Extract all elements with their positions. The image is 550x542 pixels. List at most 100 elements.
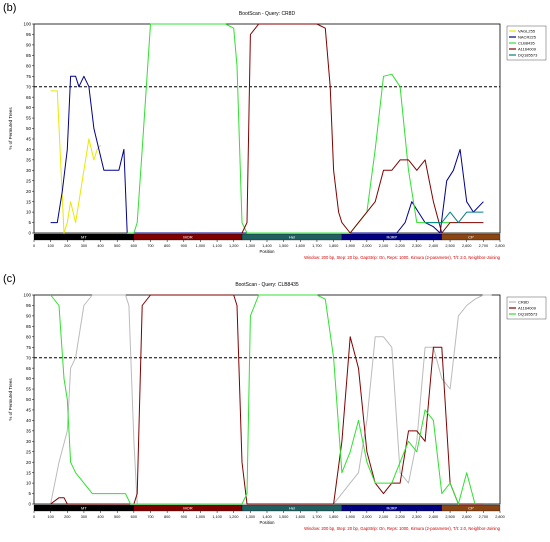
y-tick-label: 40 [26,147,32,152]
x-tick-label: 1,700 [312,515,322,519]
x-tick-label: 2,700 [479,515,489,519]
x-axis-label: Position [260,249,276,254]
x-tick-label: 2,300 [412,515,422,519]
series-line-a1164009 [241,23,484,234]
x-tick-label: 2,700 [479,244,489,248]
x-tick-label: 300 [81,244,87,248]
genome-segment-label: MOR [183,235,192,240]
panel-letter: (b) [3,2,17,14]
legend-label: DQ185573 [518,312,538,317]
x-tick-label: 1,900 [345,244,355,248]
y-tick-label: 0 [28,231,31,236]
y-tick-label: 80 [26,334,32,339]
y-tick-label: 60 [26,376,32,381]
x-tick-label: 0 [33,515,35,519]
x-tick-label: 300 [81,515,87,519]
x-tick-label: 2,100 [379,244,389,248]
x-tick-label: 100 [47,515,53,519]
genome-segment-label: RdRP [386,235,397,240]
y-tick-label: 5 [28,220,31,225]
series-line-cr8d [50,294,492,505]
y-tick-label: 30 [26,168,32,173]
y-tick-label: 100 [23,22,31,27]
y-tick-label: 70 [26,84,32,89]
panel-letter: (c) [3,273,16,285]
x-tick-label: 2,400 [429,244,439,248]
y-tick-label: 95 [26,303,32,308]
x-tick-label: 400 [97,515,103,519]
x-tick-label: 1,400 [262,515,272,519]
y-tick-label: 20 [26,460,32,465]
legend-label: VAGL255 [518,29,536,34]
y-tick-label: 90 [26,43,32,48]
y-tick-label: 95 [26,32,32,37]
y-tick-label: 70 [26,355,32,360]
x-tick-label: 1,600 [296,244,306,248]
series-line-nacr225 [50,75,484,234]
y-tick-label: 0 [28,502,31,507]
x-tick-label: 1,200 [229,244,239,248]
y-tick-label: 35 [26,157,32,162]
series-line-dq185573 [425,211,484,224]
x-tick-label: 2,200 [395,244,405,248]
legend-label: CLB8435 [518,41,535,46]
bootscan-chart-b: BootScan - Query: CR8D 0 5 10 15 20 25 30 35 40 45… [8,11,547,260]
y-tick-label: 60 [26,105,32,110]
x-tick-label: 1,500 [279,515,289,519]
y-tick-label: 10 [26,210,32,215]
x-tick-label: 1,500 [279,244,289,248]
y-tick-label: 25 [26,178,32,183]
y-tick-label: 5 [28,491,31,496]
x-tick-label: 100 [47,244,53,248]
panel-c: (c) BootScan - Query: CLB8435 0 5 10 15 20 25 3… [0,271,550,533]
legend-label: NACR225 [518,35,537,40]
y-tick-label: 55 [26,387,32,392]
x-tick-label: 700 [147,244,153,248]
legend-label: DQ185573 [518,53,538,58]
genome-segment-label: MT [81,235,87,240]
x-tick-label: 2,000 [362,515,372,519]
x-axis-label: Position [260,520,276,525]
x-tick-label: 2,300 [412,244,422,248]
x-tick-label: 800 [164,244,170,248]
y-tick-label: 35 [26,428,32,433]
y-tick-label: 10 [26,481,32,486]
y-tick-label: 50 [26,397,32,402]
y-tick-label: 85 [26,53,32,58]
series-line-dq185573 [50,294,476,505]
legend-box [506,296,547,320]
y-tick-label: 15 [26,199,32,204]
genome-segment-label: Hel [289,235,295,240]
y-tick-label: 20 [26,189,32,194]
genome-segment-label: Hel [289,506,295,511]
y-tick-label: 55 [26,116,32,121]
y-axis-label: % of Permuted Trees [8,107,13,150]
genome-segment-label: CP [468,235,474,240]
legend-label: A1164009 [518,306,537,311]
x-tick-label: 1,300 [246,515,256,519]
x-tick-label: 1,900 [345,515,355,519]
x-tick-label: 2,400 [429,515,439,519]
x-tick-label: 2,100 [379,515,389,519]
x-tick-label: 1,800 [329,244,339,248]
x-tick-label: 1,000 [196,244,206,248]
y-tick-label: 80 [26,63,32,68]
genome-segment-label: MOR [183,506,192,511]
y-tick-label: 100 [23,293,31,298]
x-tick-label: 900 [181,515,187,519]
x-tick-label: 500 [114,515,120,519]
x-tick-label: 400 [97,244,103,248]
x-tick-label: 200 [64,244,70,248]
x-tick-label: 2,200 [395,515,405,519]
genome-segment-label: RdRP [386,506,397,511]
x-tick-label: 600 [131,244,137,248]
x-tick-label: 700 [147,515,153,519]
x-tick-label: 2,600 [462,515,472,519]
x-tick-label: 500 [114,244,120,248]
y-tick-label: 15 [26,470,32,475]
chart-title: BootScan - Query: CLB8435 [235,282,299,288]
genome-segment-label: MT [81,506,87,511]
y-tick-label: 25 [26,449,32,454]
y-tick-label: 30 [26,439,32,444]
x-tick-label: 2,800 [495,244,505,248]
